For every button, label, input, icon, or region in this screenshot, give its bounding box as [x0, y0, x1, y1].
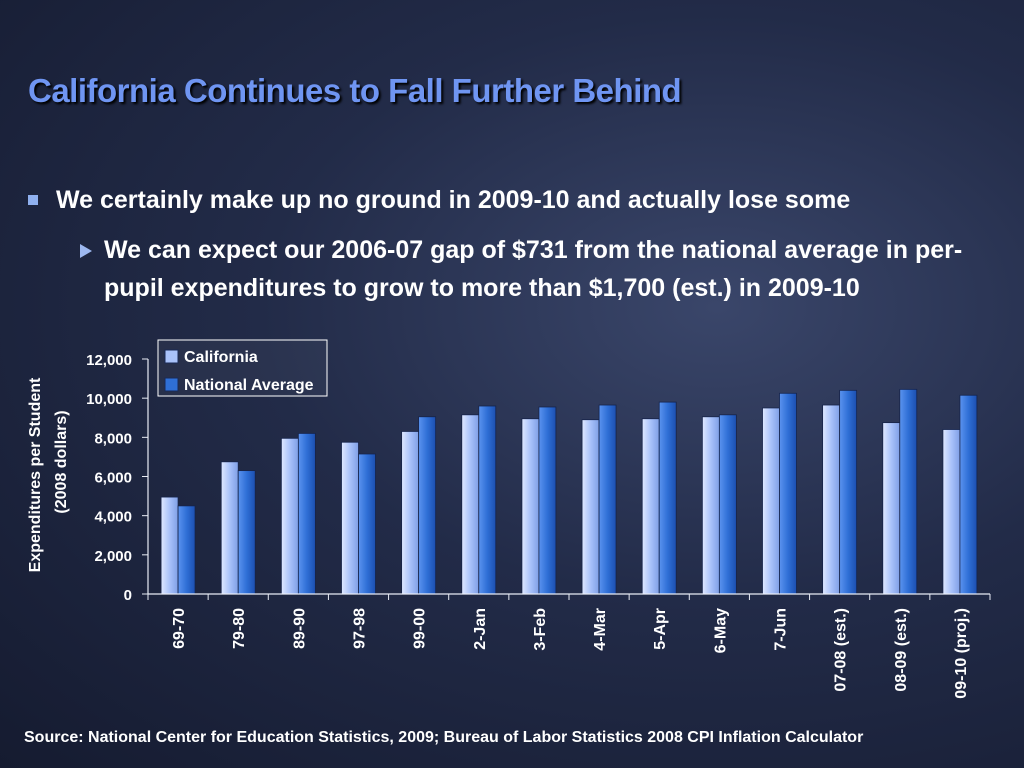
bullet-level-1: We certainly make up no ground in 2009-1… [26, 186, 986, 215]
bar-national-average [297, 433, 316, 595]
square-bullet-icon [28, 195, 38, 205]
x-tick-label: 7-Jun [773, 608, 790, 651]
bar-california [280, 437, 299, 595]
x-tick-label: 07-08 (est.) [833, 608, 850, 692]
bar-national-average [598, 404, 617, 595]
bar-national-average [779, 392, 797, 595]
y-axis-title-line-1: Expenditures per Student [27, 377, 44, 572]
chart-legend: California National Average [157, 339, 328, 397]
y-axis-title-line-2: (2008 dollars) [53, 410, 70, 513]
y-tick-label: 6,000 [94, 470, 132, 487]
x-tick-label: 5-Apr [652, 608, 669, 650]
bar-california [882, 422, 901, 595]
bar-california [401, 431, 420, 595]
x-tick-label: 99-00 [412, 608, 429, 649]
bar-national-average [418, 416, 437, 595]
x-tick-label: 69-70 [171, 608, 188, 649]
y-tick-label: 0 [124, 587, 132, 604]
x-tick-label: 2-Jan [472, 608, 489, 650]
bar-california [220, 461, 239, 595]
legend-label-california: California [184, 349, 258, 366]
x-tick-label: 09-10 (proj.) [953, 608, 970, 699]
y-tick-label: 8,000 [94, 430, 132, 447]
y-tick-label: 10,000 [86, 391, 132, 408]
x-tick-label: 97-98 [352, 608, 369, 649]
bar-national-average [237, 470, 256, 595]
bullet-level-2-text: We can expect our 2006-07 gap of $731 fr… [104, 236, 963, 302]
bar-national-average [718, 414, 737, 595]
bar-national-average [177, 505, 196, 595]
legend-frame [157, 339, 328, 397]
x-tick-label: 4-Mar [592, 608, 609, 651]
bar-national-average [658, 401, 677, 595]
bar-national-average [478, 405, 497, 595]
legend-label-national-average: National Average [184, 377, 314, 394]
x-tick-label: 6-May [712, 608, 729, 653]
bar-california [160, 496, 179, 595]
bar-california [461, 414, 480, 595]
y-tick-label: 12,000 [86, 352, 132, 369]
bar-national-average [839, 389, 858, 595]
bar-california [581, 419, 600, 595]
bar-series [160, 388, 978, 595]
bar-california [762, 407, 780, 595]
bar-california [641, 418, 660, 595]
bar-california [341, 441, 359, 595]
bar-california [701, 416, 720, 595]
x-tick-label: 08-09 (est.) [893, 608, 910, 692]
bar-national-average [899, 388, 918, 595]
x-axis-ticks: 69-70 79-80 89-90 97-98 99-00 2-Jan 3-Feb 4-Mar… [147, 594, 991, 699]
legend-swatch-california [164, 349, 179, 364]
bar-national-average [358, 453, 376, 595]
x-tick-label: 79-80 [231, 608, 248, 649]
y-tick-label: 2,000 [94, 548, 132, 565]
bar-national-average [538, 406, 557, 595]
x-tick-label: 3-Feb [532, 608, 549, 651]
slide-title: California Continues to Fall Further Beh… [28, 72, 682, 109]
bar-california [822, 404, 841, 595]
legend-swatch-national-average [164, 377, 179, 392]
y-axis-title: Expenditures per Student (2008 dollars) [27, 377, 70, 572]
y-axis-ticks: 0 2,000 4,000 6,000 8,000 10,000 12,000 [86, 352, 148, 604]
triangle-bullet-icon [80, 244, 92, 258]
bar-national-average [959, 394, 978, 595]
bullet-level-2: We can expect our 2006-07 gap of $731 fr… [80, 231, 990, 307]
expenditure-bar-chart: Expenditures per Student (2008 dollars) … [27, 339, 991, 699]
x-tick-label: 89-90 [291, 608, 308, 649]
bullet-level-1-text: We certainly make up no ground in 2009-1… [56, 186, 851, 214]
source-note: Source: National Center for Education St… [24, 729, 864, 746]
y-tick-label: 4,000 [94, 509, 132, 526]
bar-california [521, 418, 540, 595]
bar-california [942, 429, 961, 595]
